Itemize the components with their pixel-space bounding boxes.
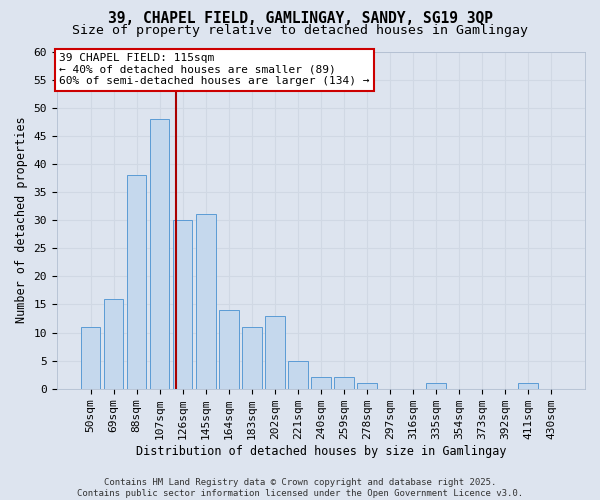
Bar — [104, 299, 124, 388]
X-axis label: Distribution of detached houses by size in Gamlingay: Distribution of detached houses by size … — [136, 444, 506, 458]
Text: 39 CHAPEL FIELD: 115sqm
← 40% of detached houses are smaller (89)
60% of semi-de: 39 CHAPEL FIELD: 115sqm ← 40% of detache… — [59, 53, 370, 86]
Bar — [288, 360, 308, 388]
Y-axis label: Number of detached properties: Number of detached properties — [15, 117, 28, 324]
Text: 39, CHAPEL FIELD, GAMLINGAY, SANDY, SG19 3QP: 39, CHAPEL FIELD, GAMLINGAY, SANDY, SG19… — [107, 11, 493, 26]
Bar — [518, 383, 538, 388]
Text: Contains HM Land Registry data © Crown copyright and database right 2025.
Contai: Contains HM Land Registry data © Crown c… — [77, 478, 523, 498]
Bar — [311, 378, 331, 388]
Bar — [127, 175, 146, 388]
Bar — [265, 316, 284, 388]
Bar — [357, 383, 377, 388]
Bar — [150, 119, 169, 388]
Bar — [173, 220, 193, 388]
Bar — [219, 310, 239, 388]
Bar — [81, 327, 100, 388]
Bar — [334, 378, 354, 388]
Bar — [242, 327, 262, 388]
Bar — [426, 383, 446, 388]
Bar — [196, 214, 215, 388]
Text: Size of property relative to detached houses in Gamlingay: Size of property relative to detached ho… — [72, 24, 528, 37]
